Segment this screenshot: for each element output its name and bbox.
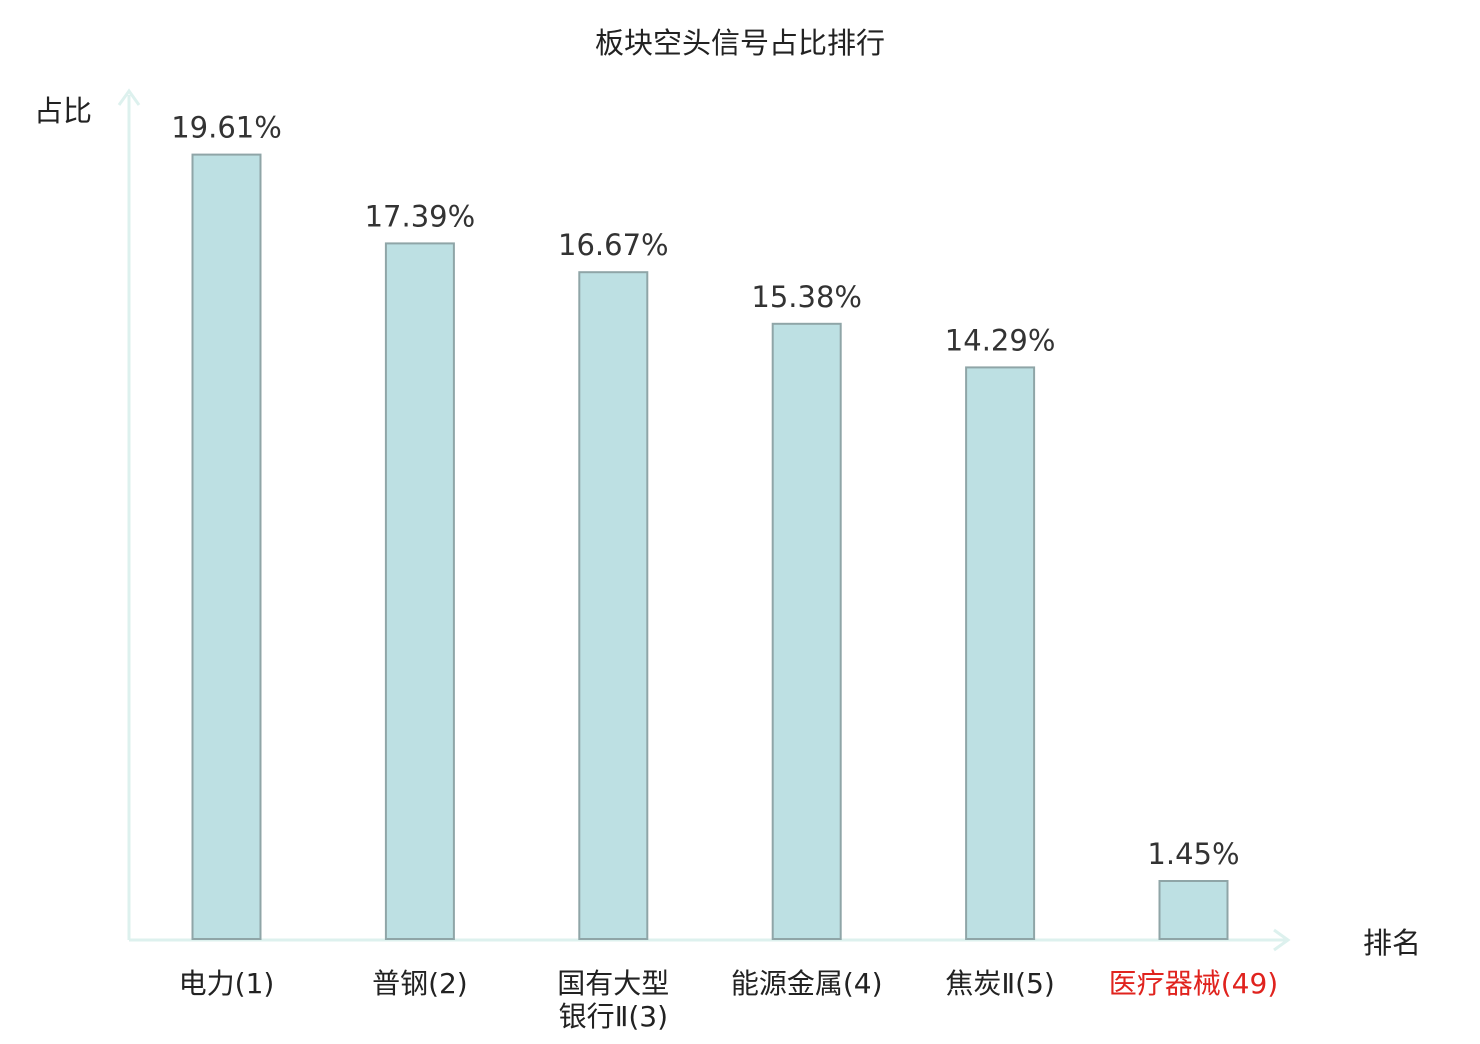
chart-title: 板块空头信号占比排行: [595, 26, 885, 60]
x-tick-label: 能源金属(4): [731, 967, 883, 1000]
bar: [578, 271, 649, 940]
bar: [1158, 880, 1229, 940]
bar: [771, 322, 842, 940]
bar: [965, 366, 1036, 940]
x-tick-label: 电力(1): [179, 967, 275, 1000]
x-axis-label: 排名: [1363, 926, 1421, 960]
y-axis-arrow: [117, 88, 141, 106]
bar: [191, 153, 262, 941]
x-tick-label: 国有大型: [557, 967, 669, 1000]
data-label: 14.29%: [945, 323, 1056, 357]
x-tick-label: 银行Ⅱ(3): [559, 1000, 668, 1033]
data-label: 19.61%: [171, 111, 282, 145]
axes: [117, 88, 1291, 952]
y-axis-label: 占比: [34, 94, 92, 128]
bar: [384, 242, 455, 940]
data-label: 16.67%: [558, 228, 669, 262]
x-tick-label: 普钢(2): [372, 967, 468, 1000]
bar-group: [191, 153, 1229, 941]
x-tick-label-highlighted: 医疗器械(49): [1109, 967, 1278, 1000]
data-label: 1.45%: [1147, 837, 1239, 871]
data-label: 17.39%: [365, 199, 476, 233]
value-label-group: 19.61% 17.39% 16.67% 15.38% 14.29% 1.45%: [171, 111, 1239, 871]
x-axis-arrow: [1273, 928, 1291, 952]
data-label: 15.38%: [751, 280, 862, 314]
x-tick-label: 焦炭Ⅱ(5): [945, 967, 1054, 1000]
